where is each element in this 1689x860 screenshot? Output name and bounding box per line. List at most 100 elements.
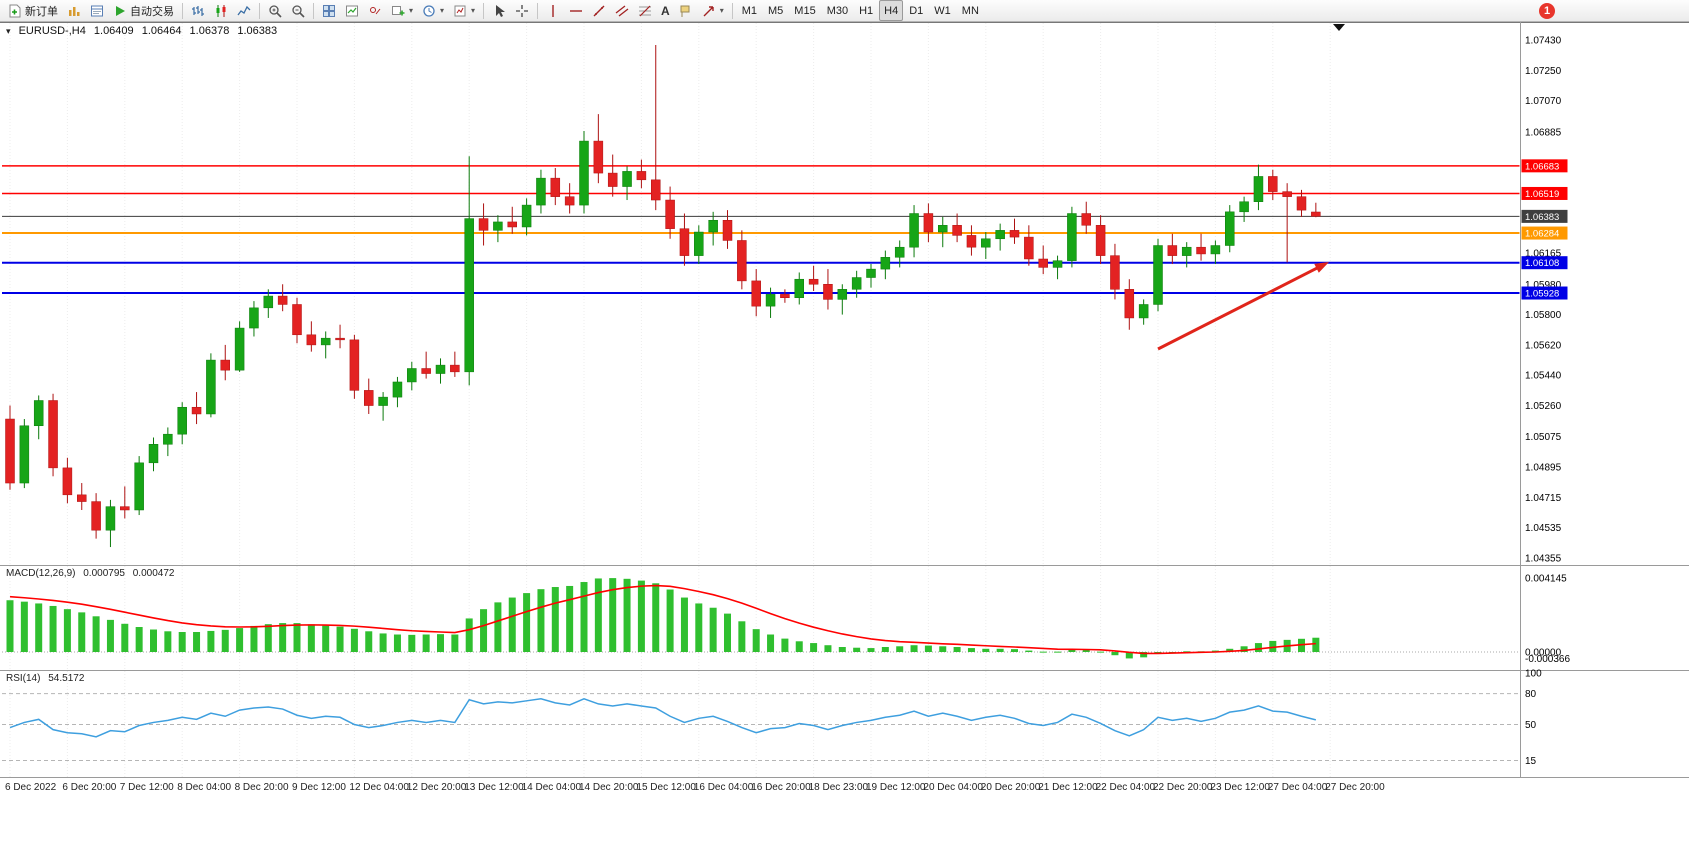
autotrading-button[interactable]: 自动交易 — [109, 0, 178, 21]
svg-text:-0.000366: -0.000366 — [1525, 654, 1570, 665]
svg-text:23 Dec 12:00: 23 Dec 12:00 — [1210, 782, 1270, 793]
zoom-out-button[interactable] — [287, 0, 309, 21]
svg-text:1.06885: 1.06885 — [1525, 127, 1562, 138]
macd-header: MACD(12,26,9) 0.000795 0.000472 — [6, 568, 179, 579]
macd-main-value: 0.000795 — [83, 568, 125, 579]
svg-text:1.06284: 1.06284 — [1525, 229, 1559, 240]
timeframe-d1-button[interactable]: D1 — [909, 4, 924, 17]
line-chart-button[interactable] — [233, 0, 255, 21]
chart-high-value: 1.06464 — [141, 25, 182, 37]
objects-list-button[interactable] — [364, 0, 386, 21]
line-chart-icon — [237, 4, 251, 18]
svg-text:7 Dec 12:00: 7 Dec 12:00 — [120, 782, 174, 793]
svg-text:27 Dec 04:00: 27 Dec 04:00 — [1268, 782, 1328, 793]
timeframe-m30-button[interactable]: M30 — [826, 4, 849, 17]
chart-shift-marker[interactable] — [1333, 24, 1345, 31]
svg-text:22 Dec 20:00: 22 Dec 20:00 — [1153, 782, 1213, 793]
arrows-tool-button[interactable]: ▾ — [698, 0, 728, 21]
trend-arrow-head — [1314, 262, 1329, 273]
toolbar-separator — [483, 2, 485, 19]
trendline-tool-button[interactable] — [588, 0, 610, 21]
svg-text:1.07250: 1.07250 — [1525, 66, 1562, 77]
crosshair-button[interactable] — [511, 0, 533, 21]
timeframe-h1-button[interactable]: H1 — [859, 4, 874, 17]
data-window-button[interactable] — [86, 0, 108, 21]
svg-text:1.05440: 1.05440 — [1525, 371, 1562, 382]
macd-signal-line — [9, 584, 1316, 655]
svg-text:12 Dec 04:00: 12 Dec 04:00 — [349, 782, 409, 793]
timeframe-m15-button[interactable]: M15 — [794, 4, 816, 17]
svg-text:16 Dec 20:00: 16 Dec 20:00 — [751, 782, 811, 793]
timeframe-m5-button[interactable]: M5 — [768, 4, 784, 17]
macd-title: MACD(12,26,9) — [6, 568, 76, 579]
symbol-dropdown-icon[interactable]: ▾ — [6, 26, 11, 36]
bar-chart-button[interactable] — [187, 0, 209, 21]
svg-text:12 Dec 20:00: 12 Dec 20:00 — [407, 782, 467, 793]
new-order-icon — [8, 4, 22, 18]
tile-windows-button[interactable] — [318, 0, 340, 21]
templates-button[interactable]: ▾ — [449, 0, 479, 21]
svg-text:14 Dec 20:00: 14 Dec 20:00 — [579, 782, 639, 793]
notification-badge[interactable]: 1 — [1539, 3, 1555, 19]
add-indicator-button[interactable]: ▾ — [387, 0, 417, 21]
new-order-button[interactable]: 新订单 — [4, 0, 62, 21]
chart-close-value: 1.06383 — [237, 25, 278, 37]
svg-text:1.07430: 1.07430 — [1525, 36, 1562, 47]
svg-text:20 Dec 20:00: 20 Dec 20:00 — [981, 782, 1041, 793]
svg-text:1.07070: 1.07070 — [1525, 96, 1562, 107]
bid-price-tag — [1521, 209, 1568, 223]
add-indicator-icon — [391, 4, 405, 18]
svg-text:16 Dec 04:00: 16 Dec 04:00 — [694, 782, 754, 793]
timeframe-mn-button[interactable]: MN — [961, 4, 979, 17]
chart-low-value: 1.06378 — [189, 25, 230, 37]
fibonacci-tool-button[interactable] — [634, 0, 656, 21]
candlestick-chart-button[interactable] — [210, 0, 232, 21]
svg-text:80: 80 — [1525, 689, 1537, 700]
rsi-title: RSI(14) — [6, 673, 41, 684]
macd-histogram — [6, 578, 1320, 659]
svg-text:1.04355: 1.04355 — [1525, 554, 1562, 565]
autotrading-label: 自动交易 — [130, 5, 174, 18]
svg-text:9 Dec 12:00: 9 Dec 12:00 — [292, 782, 346, 793]
svg-text:21 Dec 12:00: 21 Dec 12:00 — [1038, 782, 1098, 793]
channel-tool-button[interactable] — [611, 0, 633, 21]
zoom-in-button[interactable] — [264, 0, 286, 21]
timeframe-h4-button[interactable]: H4 — [879, 0, 904, 21]
horizontal-line-icon — [569, 4, 583, 18]
label-tool-button[interactable] — [675, 0, 697, 21]
template-icon — [453, 4, 467, 18]
new-order-label: 新订单 — [25, 5, 58, 18]
periods-button[interactable]: ▾ — [418, 0, 448, 21]
svg-text:6 Dec 2022: 6 Dec 2022 — [5, 782, 57, 793]
indicators-list-button[interactable] — [341, 0, 363, 21]
svg-text:1.06683: 1.06683 — [1525, 161, 1559, 172]
chevron-down-icon: ▾ — [719, 5, 724, 15]
svg-text:1.05260: 1.05260 — [1525, 401, 1562, 412]
svg-text:1.05800: 1.05800 — [1525, 310, 1562, 321]
cursor-button[interactable] — [488, 0, 510, 21]
svg-text:13 Dec 12:00: 13 Dec 12:00 — [464, 782, 524, 793]
chart-open-value: 1.06409 — [93, 25, 134, 37]
market-watch-button[interactable] — [63, 0, 85, 21]
candlestick-series — [5, 45, 1321, 548]
trend-arrow[interactable] — [1157, 263, 1325, 351]
time-axis[interactable]: 6 Dec 2022 6 Dec 20:00 7 Dec 12:00 8 Dec 04… — [5, 782, 1385, 793]
svg-text:22 Dec 04:00: 22 Dec 04:00 — [1096, 782, 1156, 793]
vertical-line-tool-button[interactable] — [542, 0, 564, 21]
timeframe-w1-button[interactable]: W1 — [934, 4, 951, 17]
svg-text:1.05928: 1.05928 — [1525, 289, 1559, 300]
candlestick-chart-icon — [214, 4, 228, 18]
market-watch-icon — [67, 4, 81, 18]
clock-icon — [422, 4, 436, 18]
crosshair-icon — [515, 4, 529, 18]
toolbar-separator — [731, 2, 733, 19]
text-tool-button[interactable]: A — [657, 0, 674, 21]
svg-text:8 Dec 20:00: 8 Dec 20:00 — [235, 782, 289, 793]
horizontal-line-tool-button[interactable] — [565, 0, 587, 21]
timeframe-m1-button[interactable]: M1 — [741, 4, 758, 17]
price-axis[interactable]: 1.07430 1.07250 1.07070 1.06885 1.06165 1.059… — [1525, 36, 1562, 565]
autotrading-icon — [113, 4, 127, 18]
toolbar-separator — [259, 2, 260, 19]
svg-text:1.06108: 1.06108 — [1525, 258, 1559, 269]
